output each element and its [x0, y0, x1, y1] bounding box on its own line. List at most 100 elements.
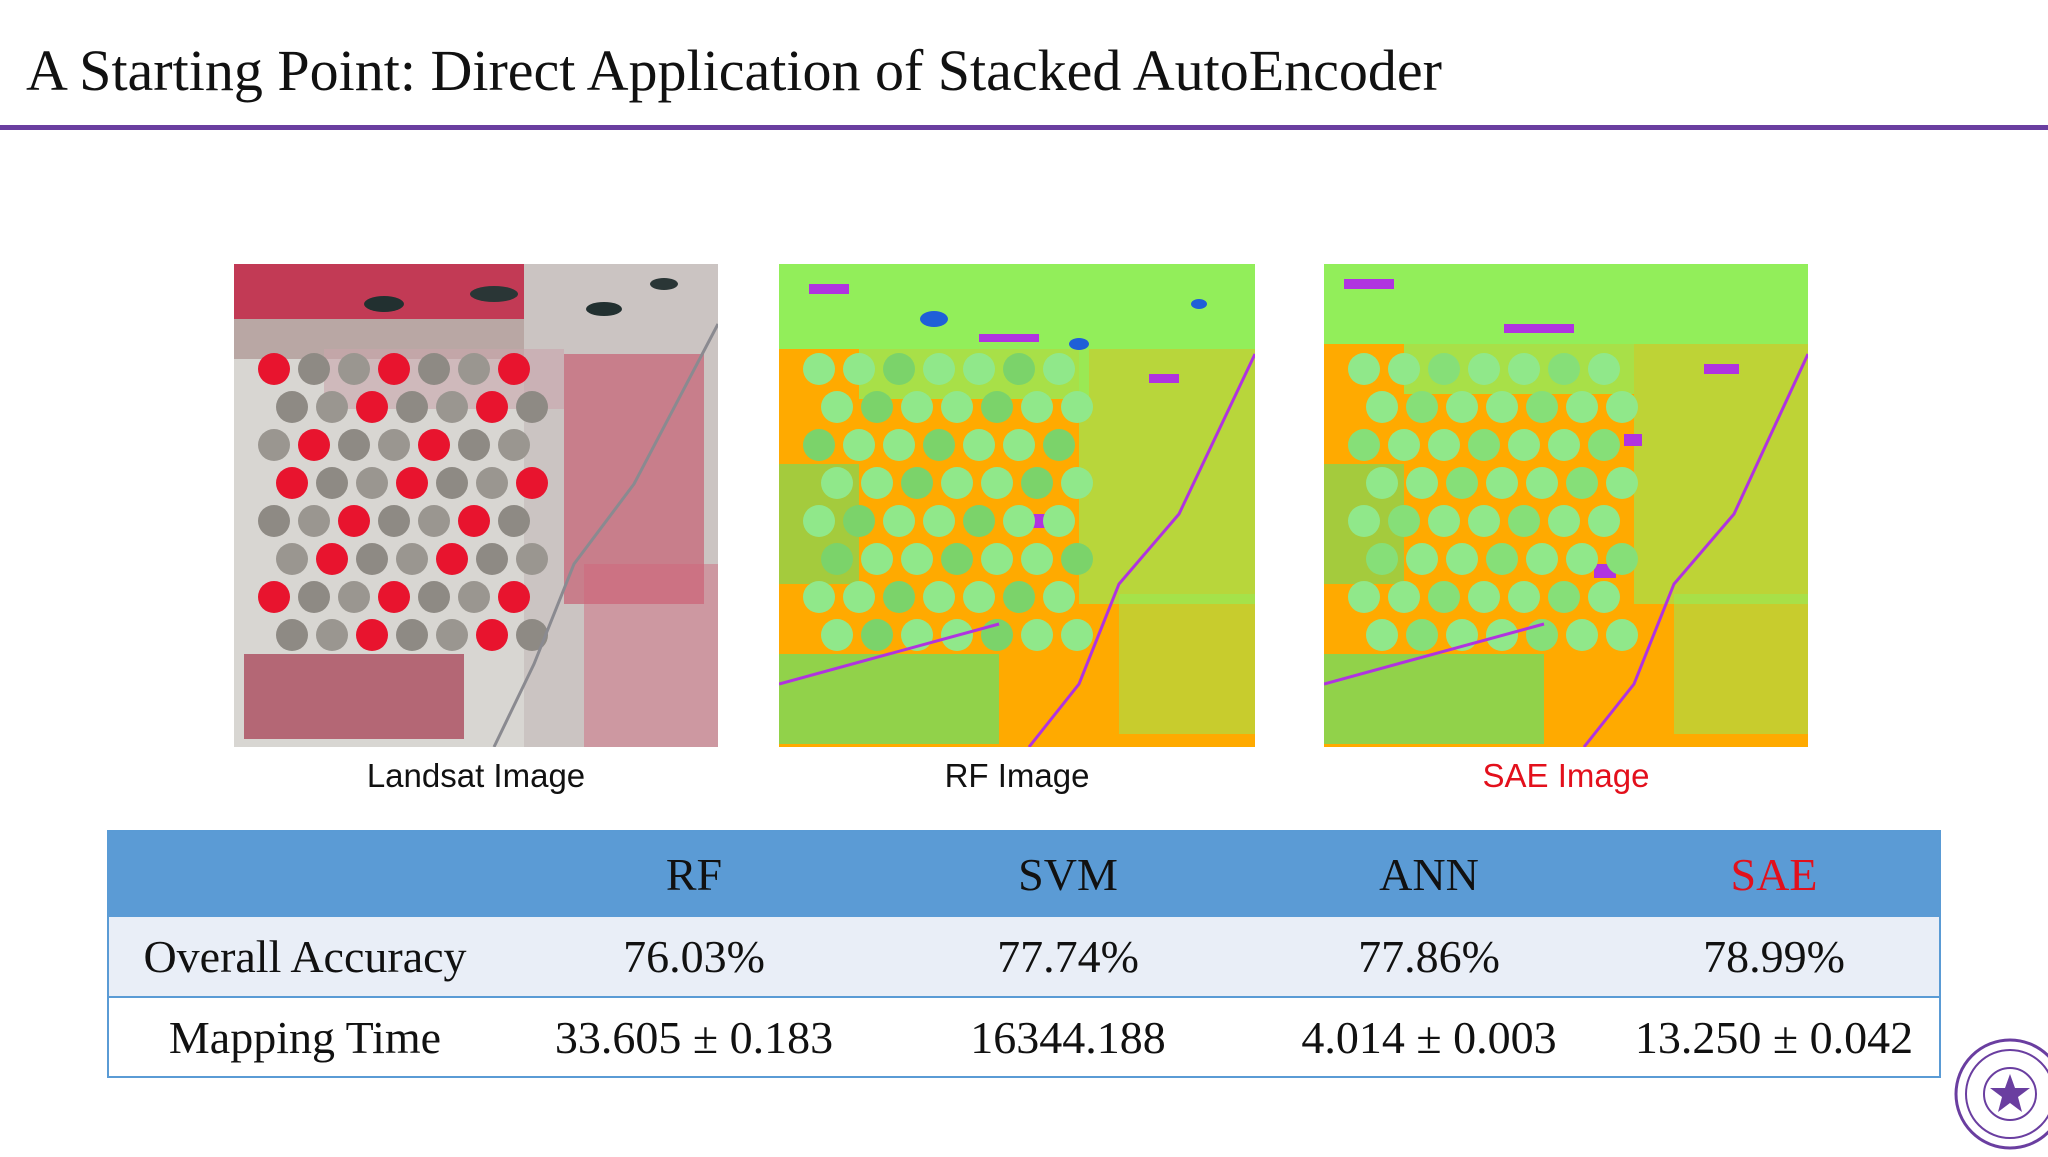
field-circle [1388, 505, 1420, 537]
table-cell: 77.86% [1358, 931, 1500, 982]
field-circle [356, 391, 388, 423]
field-circle [316, 391, 348, 423]
landsat-image-figure [234, 264, 718, 747]
field-circle [276, 391, 308, 423]
field-circle [803, 429, 835, 461]
field-circle [1021, 467, 1053, 499]
field-circle [1446, 391, 1478, 423]
field-circle [1606, 467, 1638, 499]
field-circle [1486, 391, 1518, 423]
field-circle [1348, 505, 1380, 537]
field-circle [1366, 619, 1398, 651]
field-circle [1566, 467, 1598, 499]
field-circle [1388, 353, 1420, 385]
field-circle [338, 581, 370, 613]
field-circle [418, 581, 450, 613]
field-circle [498, 581, 530, 613]
field-circle [861, 619, 893, 651]
field-circle [1366, 543, 1398, 575]
field-circle [941, 467, 973, 499]
field-circle [981, 467, 1013, 499]
field-circle [1021, 619, 1053, 651]
field-circle [1043, 581, 1075, 613]
field-circle [1526, 543, 1558, 575]
field-circle [1606, 543, 1638, 575]
field-circle [981, 391, 1013, 423]
field-circle [258, 581, 290, 613]
field-circle [1588, 429, 1620, 461]
field-circle [1061, 391, 1093, 423]
field-circle [276, 467, 308, 499]
table-cell: 16344.188 [970, 1011, 1166, 1063]
field-circle [1061, 467, 1093, 499]
field-circle [941, 391, 973, 423]
field-circle [1021, 391, 1053, 423]
university-seal-icon [1952, 1036, 2048, 1157]
field-circle [1348, 581, 1380, 613]
field-circle [1406, 543, 1438, 575]
field-circle [1428, 505, 1460, 537]
landsat-image-caption: Landsat Image [366, 757, 586, 794]
field-circle [1406, 467, 1438, 499]
field-circle [843, 353, 875, 385]
field-circle [1526, 391, 1558, 423]
rf-classification-map [779, 264, 1255, 747]
field-circle [476, 543, 508, 575]
field-circle [298, 581, 330, 613]
field-circle [356, 467, 388, 499]
table-cell: 76.03% [623, 931, 765, 982]
field-circle [1043, 505, 1075, 537]
field-circle [821, 619, 853, 651]
field-circle [1468, 353, 1500, 385]
field-circle [316, 543, 348, 575]
field-circle [1366, 391, 1398, 423]
field-circle [1388, 581, 1420, 613]
field-circle [498, 353, 530, 385]
field-circle [1588, 353, 1620, 385]
field-circle [436, 543, 468, 575]
row-label-overall-accuracy: Overall Accuracy [143, 931, 467, 982]
field-circle [1548, 429, 1580, 461]
field-circle [396, 467, 428, 499]
field-circle [963, 581, 995, 613]
field-circle [378, 505, 410, 537]
sae-image-figure [1324, 264, 1808, 747]
field-circle [1406, 619, 1438, 651]
field-circle [516, 391, 548, 423]
field-circle [923, 505, 955, 537]
field-circle [1366, 467, 1398, 499]
field-circle [476, 391, 508, 423]
field-circle [963, 429, 995, 461]
field-circle [276, 619, 308, 651]
field-circle [843, 429, 875, 461]
field-circle [821, 391, 853, 423]
field-circle [901, 391, 933, 423]
field-circle [498, 429, 530, 461]
field-circle [861, 467, 893, 499]
table-cell: 77.74% [997, 931, 1139, 982]
field-circle [396, 543, 428, 575]
field-circle [418, 505, 450, 537]
table-header-sae: SAE [1730, 849, 1818, 900]
field-circle [883, 581, 915, 613]
field-circle [298, 505, 330, 537]
field-circle [981, 543, 1013, 575]
field-circle [1526, 467, 1558, 499]
field-circle [1566, 543, 1598, 575]
field-circle [1468, 429, 1500, 461]
field-circle [1486, 543, 1518, 575]
field-circle [338, 505, 370, 537]
field-circle [843, 581, 875, 613]
field-circle [803, 505, 835, 537]
field-circle [1003, 581, 1035, 613]
field-circle [1446, 467, 1478, 499]
field-circle [1003, 353, 1035, 385]
field-circle [1548, 505, 1580, 537]
field-circle [901, 543, 933, 575]
field-circle [883, 353, 915, 385]
slide-title: A Starting Point: Direct Application of … [26, 38, 1442, 103]
field-circle [458, 429, 490, 461]
table-header-ann: ANN [1379, 849, 1479, 900]
field-circle [1428, 353, 1460, 385]
field-circle [1043, 429, 1075, 461]
